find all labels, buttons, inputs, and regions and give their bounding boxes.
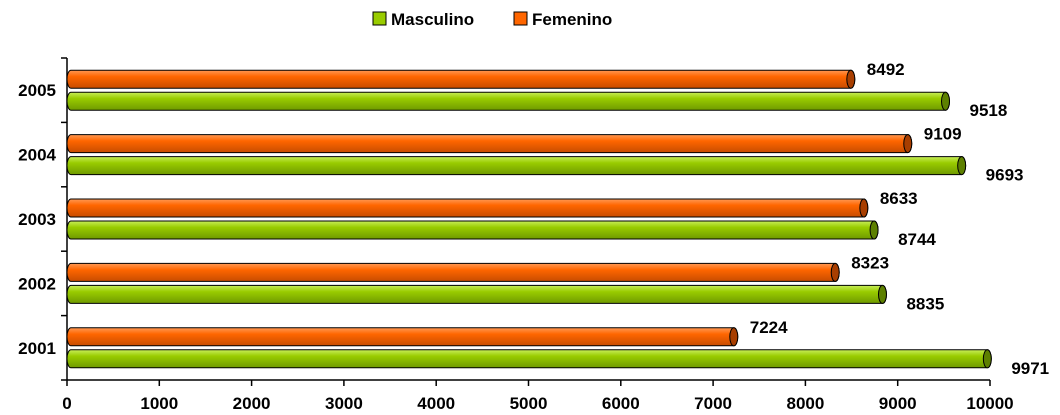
data-label-masculino-2003: 8744 xyxy=(898,230,936,249)
bar-masculino-2005 xyxy=(66,91,951,111)
bar-cap-femenino-2001 xyxy=(729,327,739,347)
bar-femenino-2004 xyxy=(66,134,913,154)
x-tick-label: 0 xyxy=(62,394,71,413)
y-tick-label: 2005 xyxy=(18,81,56,100)
data-label-masculino-2005: 9518 xyxy=(970,101,1008,120)
bar-cap-masculino-2002 xyxy=(877,284,887,304)
x-tick-label: 4000 xyxy=(417,394,455,413)
bar-cap-masculino-2003 xyxy=(869,220,879,240)
x-tick-label: 1000 xyxy=(140,394,178,413)
legend: Masculino Femenino xyxy=(372,10,612,29)
data-label-masculino-2001: 9971 xyxy=(1011,359,1049,378)
x-tick-label: 2000 xyxy=(233,394,271,413)
bar-cap-masculino-2005 xyxy=(941,91,951,111)
data-label-masculino-2002: 8835 xyxy=(906,294,944,313)
y-tick-label: 2001 xyxy=(18,339,56,358)
x-tick-label: 7000 xyxy=(694,394,732,413)
bar-cap-femenino-2004 xyxy=(903,134,913,154)
bar-cap-masculino-2004 xyxy=(957,156,967,176)
legend-swatch-femenino xyxy=(513,11,528,26)
data-labels: 9971 7224 8835 8323 8744 8633 9693 9109 9518 8492 xyxy=(750,60,1049,378)
bar-femenino-2001 xyxy=(66,327,739,347)
x-tick-label: 6000 xyxy=(602,394,640,413)
x-tick-label: 5000 xyxy=(510,394,548,413)
y-tick-label: 2004 xyxy=(18,146,56,165)
bars xyxy=(66,69,992,369)
bar-femenino-2003 xyxy=(66,198,869,218)
y-tick-label: 2002 xyxy=(18,274,56,293)
bar-cap-masculino-2001 xyxy=(982,349,992,369)
legend-swatch-masculino xyxy=(372,11,387,26)
bar-cap-femenino-2002 xyxy=(830,262,840,282)
x-tick-label: 3000 xyxy=(325,394,363,413)
data-label-femenino-2005: 8492 xyxy=(867,60,905,79)
bar-cap-femenino-2003 xyxy=(859,198,869,218)
legend-label-masculino: Masculino xyxy=(391,10,474,29)
x-tick-label: 8000 xyxy=(786,394,824,413)
data-label-femenino-2004: 9109 xyxy=(924,125,962,144)
axes: 0 1000 2000 3000 4000 5000 6000 7000 8000 9000 100… xyxy=(18,57,1014,413)
data-label-masculino-2004: 9693 xyxy=(986,166,1024,185)
legend-label-femenino: Femenino xyxy=(532,10,612,29)
x-tick-label: 10000 xyxy=(966,394,1013,413)
bar-masculino-2004 xyxy=(66,156,967,176)
data-label-femenino-2003: 8633 xyxy=(880,189,918,208)
bar-masculino-2003 xyxy=(66,220,879,240)
x-tick-label: 9000 xyxy=(879,394,917,413)
y-tick-label: 2003 xyxy=(18,210,56,229)
bar-masculino-2001 xyxy=(66,349,992,369)
data-label-femenino-2001: 7224 xyxy=(750,318,788,337)
bar-cap-femenino-2005 xyxy=(846,69,856,89)
bar-masculino-2002 xyxy=(66,284,887,304)
bar-femenino-2005 xyxy=(66,69,856,89)
data-label-femenino-2002: 8323 xyxy=(851,253,889,272)
bar-femenino-2002 xyxy=(66,262,840,282)
